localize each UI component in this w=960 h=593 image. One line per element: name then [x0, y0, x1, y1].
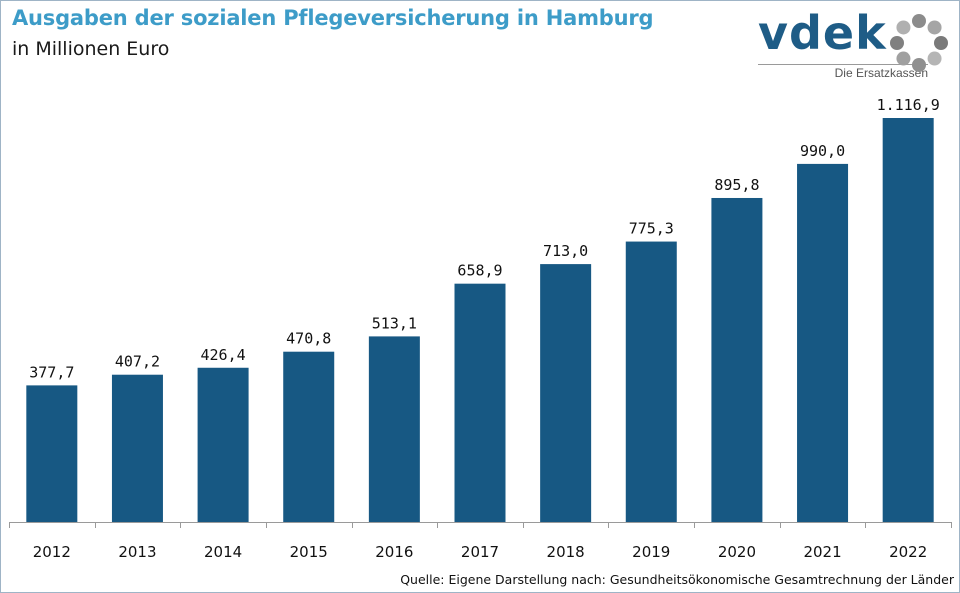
source-note: Quelle: Eigene Darstellung nach: Gesundh…: [400, 572, 954, 587]
value-label-2020: 895,8: [714, 176, 759, 194]
x-tick-label-2018: 2018: [547, 543, 585, 561]
bar-2022: [882, 118, 934, 522]
x-tick-label-2019: 2019: [632, 543, 670, 561]
x-tick-label-2015: 2015: [290, 543, 328, 561]
vdek-ring-icon: [890, 14, 948, 72]
logo-tagline: Die Ersatzkassen: [758, 64, 928, 80]
bar-2013: [111, 374, 163, 522]
x-tick-label-2016: 2016: [375, 543, 413, 561]
value-label-2017: 658,9: [457, 262, 502, 280]
ring-segment: [896, 51, 911, 66]
bar-2015: [283, 351, 335, 522]
x-tick-label-2014: 2014: [204, 543, 242, 561]
ring-segment: [927, 20, 942, 35]
x-tick-label-2022: 2022: [889, 543, 927, 561]
ring-segment: [934, 36, 948, 50]
bar-2017: [454, 283, 506, 522]
ring-segment: [890, 36, 904, 50]
ring-segment: [927, 51, 942, 66]
value-label-2014: 426,4: [201, 346, 246, 364]
x-tick-label-2021: 2021: [803, 543, 841, 561]
chart-subtitle: in Millionen Euro: [12, 38, 170, 60]
value-label-2019: 775,3: [629, 220, 674, 238]
logo-wordmark: vdek: [758, 6, 887, 60]
value-label-2012: 377,7: [29, 363, 74, 381]
value-label-2016: 513,1: [372, 314, 417, 332]
chart-title: Ausgaben der sozialen Pflegeversicherung…: [12, 6, 654, 30]
x-tick-label-2013: 2013: [118, 543, 156, 561]
bar-2014: [197, 367, 249, 522]
bar-2019: [625, 241, 677, 522]
bar-2012: [26, 385, 78, 522]
x-tick-label-2012: 2012: [33, 543, 71, 561]
x-tick-label-2020: 2020: [718, 543, 756, 561]
x-tick-label-2017: 2017: [461, 543, 499, 561]
value-label-2013: 407,2: [115, 353, 160, 371]
bar-2021: [797, 163, 849, 522]
value-label-2015: 470,8: [286, 330, 331, 348]
value-label-2022: 1.116,9: [877, 96, 940, 114]
value-label-2021: 990,0: [800, 142, 845, 160]
ring-segment: [896, 20, 911, 35]
ring-segment: [912, 58, 926, 72]
bar-2020: [711, 197, 763, 523]
vdek-logo: vdek Die Ersatzkassen: [758, 6, 948, 84]
ring-segment: [912, 14, 926, 28]
bar-2018: [540, 264, 592, 522]
value-label-2018: 713,0: [543, 242, 588, 260]
bar-2016: [368, 336, 420, 522]
